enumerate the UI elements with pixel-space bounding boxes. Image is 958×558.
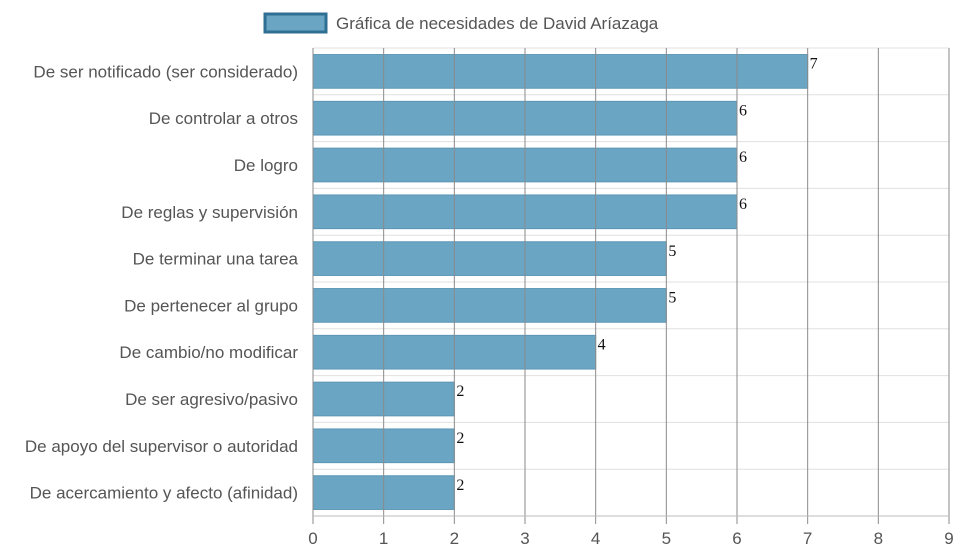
category-label: De acercamiento y afecto (afinidad) [30, 484, 298, 503]
x-tick-label: 4 [591, 529, 600, 548]
x-tick-label: 3 [520, 529, 529, 548]
category-label: De reglas y supervisión [121, 203, 298, 222]
category-label: De controlar a otros [149, 109, 298, 128]
x-tick-label: 5 [662, 529, 671, 548]
value-label: 2 [456, 430, 464, 447]
x-tick-label: 8 [874, 529, 883, 548]
bar[interactable] [312, 241, 667, 276]
x-tick-label: 0 [308, 529, 317, 548]
x-tick-label: 7 [803, 529, 812, 548]
value-label: 6 [739, 196, 747, 213]
category-labels: De ser notificado (ser considerado) De co… [25, 62, 299, 502]
category-label: De logro [234, 156, 298, 175]
legend-label[interactable]: Gráfica de necesidades de David Aríazaga [336, 14, 659, 33]
x-tick-label: 1 [379, 529, 388, 548]
value-label: 5 [668, 290, 676, 307]
value-label: 6 [739, 102, 747, 119]
x-axis-ticks: 0 1 2 3 4 5 6 7 8 9 [308, 515, 954, 548]
value-label: 6 [739, 149, 747, 166]
category-label: De terminar una tarea [133, 250, 299, 269]
bar[interactable] [312, 54, 809, 89]
x-tick-label: 2 [450, 529, 459, 548]
x-tick-label: 6 [732, 529, 741, 548]
value-label: 5 [668, 243, 676, 260]
category-label: De pertenecer al grupo [124, 296, 298, 315]
value-label: 2 [456, 383, 464, 400]
category-label: De cambio/no modificar [119, 343, 298, 362]
category-label: De apoyo del supervisor o autoridad [25, 437, 298, 456]
value-label: 2 [456, 477, 464, 494]
x-tick-label: 9 [944, 529, 953, 548]
value-labels: 7 6 6 6 5 5 4 2 2 2 [456, 56, 817, 494]
legend[interactable]: Gráfica de necesidades de David Aríazaga [263, 12, 659, 34]
bar[interactable] [312, 288, 667, 323]
category-label: De ser notificado (ser considerado) [33, 62, 298, 81]
legend-swatch[interactable] [263, 12, 328, 34]
value-label: 4 [598, 336, 606, 353]
category-label: De ser agresivo/pasivo [125, 390, 298, 409]
value-label: 7 [810, 56, 818, 73]
